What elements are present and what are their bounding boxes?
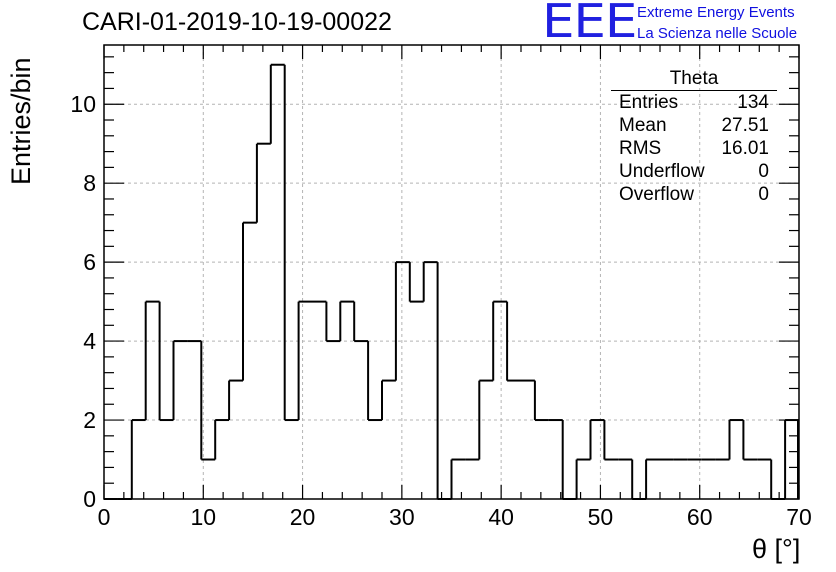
y-tick-label: 0 — [83, 486, 96, 512]
stats-row-rms: RMS 16.01 — [611, 137, 777, 160]
logo-line-1: Extreme Energy Events — [637, 4, 795, 21]
x-tick-label: 60 — [687, 504, 713, 530]
stats-label: RMS — [619, 138, 662, 159]
y-axis-label: Entries/bin — [6, 57, 36, 185]
stats-title: Theta — [611, 68, 777, 91]
stats-row-entries: Entries 134 — [611, 91, 777, 114]
tick-labels: 0 10 20 30 40 50 60 70 0 2 4 6 8 10 — [70, 91, 811, 530]
x-tick-label: 20 — [290, 504, 316, 530]
stats-row-overflow: Overflow 0 — [611, 183, 777, 206]
x-axis-label: θ [°] — [752, 534, 801, 564]
x-tick-label: 70 — [786, 504, 812, 530]
stats-value: 134 — [737, 92, 769, 113]
stats-label: Mean — [619, 115, 667, 136]
stats-row-mean: Mean 27.51 — [611, 114, 777, 137]
eee-logo: EEE — [542, 0, 637, 48]
y-tick-label: 2 — [83, 407, 96, 433]
stats-value: 0 — [758, 161, 769, 182]
x-tick-label: 50 — [588, 504, 614, 530]
x-tick-label: 10 — [190, 504, 216, 530]
stats-label: Underflow — [619, 161, 705, 182]
y-tick-label: 8 — [83, 170, 96, 196]
stats-label: Entries — [619, 92, 679, 113]
page-title: CARI-01-2019-10-19-00022 — [82, 8, 392, 36]
stats-label: Overflow — [619, 184, 694, 205]
x-tick-label: 0 — [98, 504, 111, 530]
x-tick-label: 40 — [488, 504, 514, 530]
logo-line-2: La Scienza nelle Scuole — [637, 25, 798, 42]
stats-row-underflow: Underflow 0 — [611, 160, 777, 183]
stats-box: Theta Entries 134 Mean 27.51 RMS 16.01 U… — [611, 68, 777, 206]
y-tick-label: 4 — [83, 328, 96, 354]
stats-value: 16.01 — [721, 138, 769, 159]
histogram-bins — [104, 63, 799, 500]
y-tick-label: 6 — [83, 249, 96, 275]
stats-value: 0 — [758, 184, 769, 205]
plot-frame — [103, 44, 800, 500]
x-tick-label: 30 — [389, 504, 415, 530]
y-tick-label: 10 — [70, 91, 96, 117]
axis-ticks — [103, 45, 800, 500]
stats-value: 27.51 — [721, 115, 769, 136]
